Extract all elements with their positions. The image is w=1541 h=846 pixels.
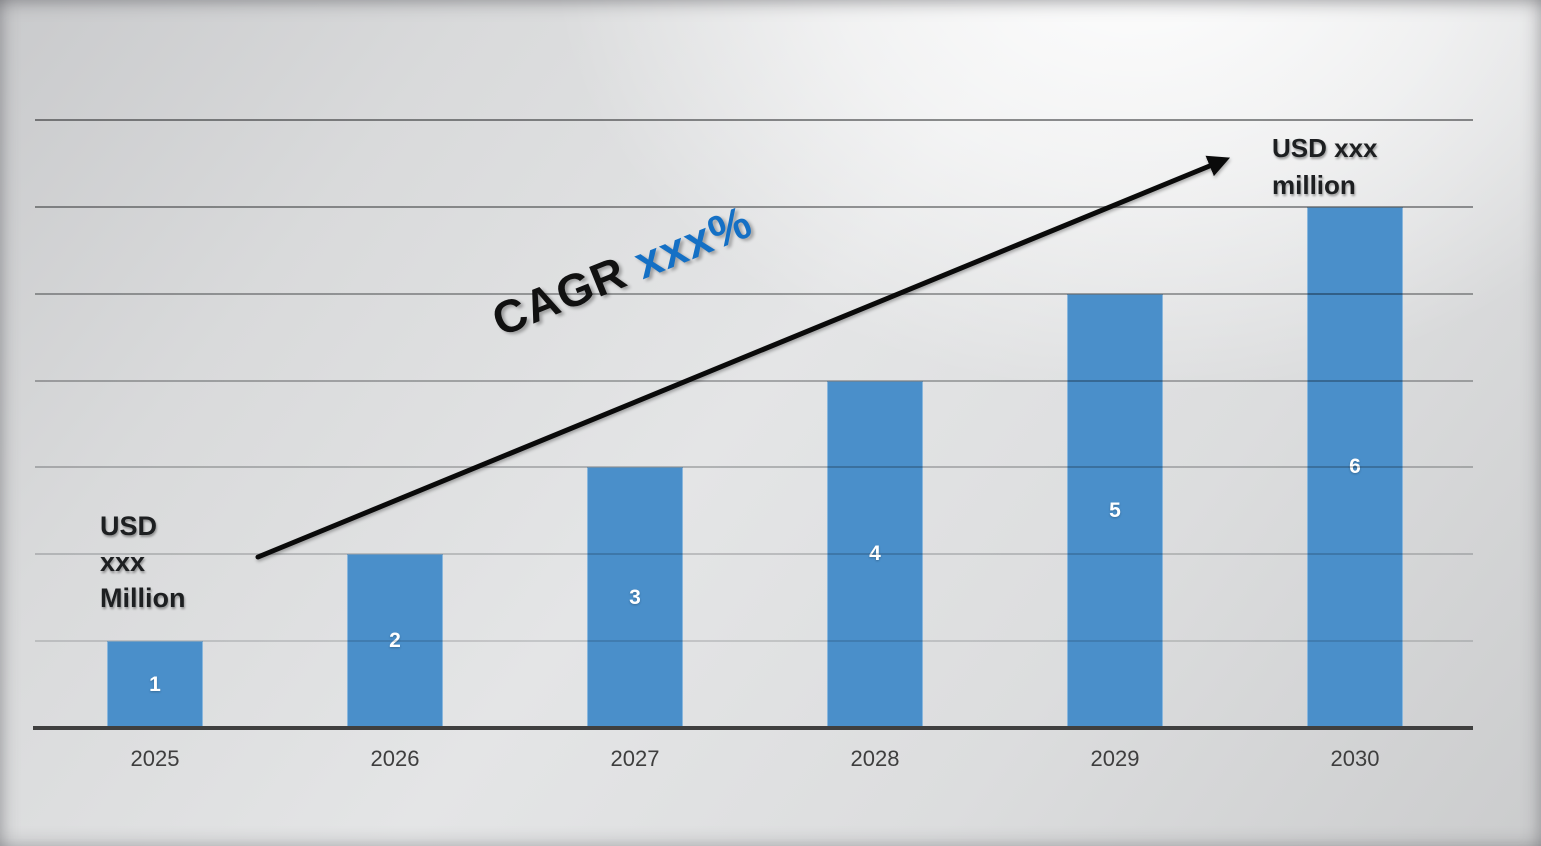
gridline-5 [35,292,1473,295]
x-tick-2029: 2029 [1090,746,1140,771]
start-value-label: USD xxx Million [100,511,186,613]
gridline-4 [35,379,1473,382]
bar-2025: 1 [107,641,203,728]
x-tick-2026: 2026 [370,746,420,771]
gridline-3 [35,466,1473,469]
x-tick-2028: 2028 [850,746,900,771]
end-value-label: USD xxx million [1272,133,1378,200]
x-tick-2030: 2030 [1330,746,1380,771]
bar-2029: 5 [1067,293,1163,728]
gridline-6 [35,205,1473,208]
bar-value-label: 3 [629,585,641,609]
gridline-1 [35,640,1473,643]
x-axis-line [33,726,1473,730]
gridline-2 [35,553,1473,556]
bar-value-label: 5 [1109,498,1121,522]
bar-2027: 3 [587,467,683,728]
x-tick-2027: 2027 [610,746,660,771]
bar-value-label: 1 [149,672,161,696]
gridline-7 [35,119,1473,121]
x-tick-2025: 2025 [130,746,180,771]
